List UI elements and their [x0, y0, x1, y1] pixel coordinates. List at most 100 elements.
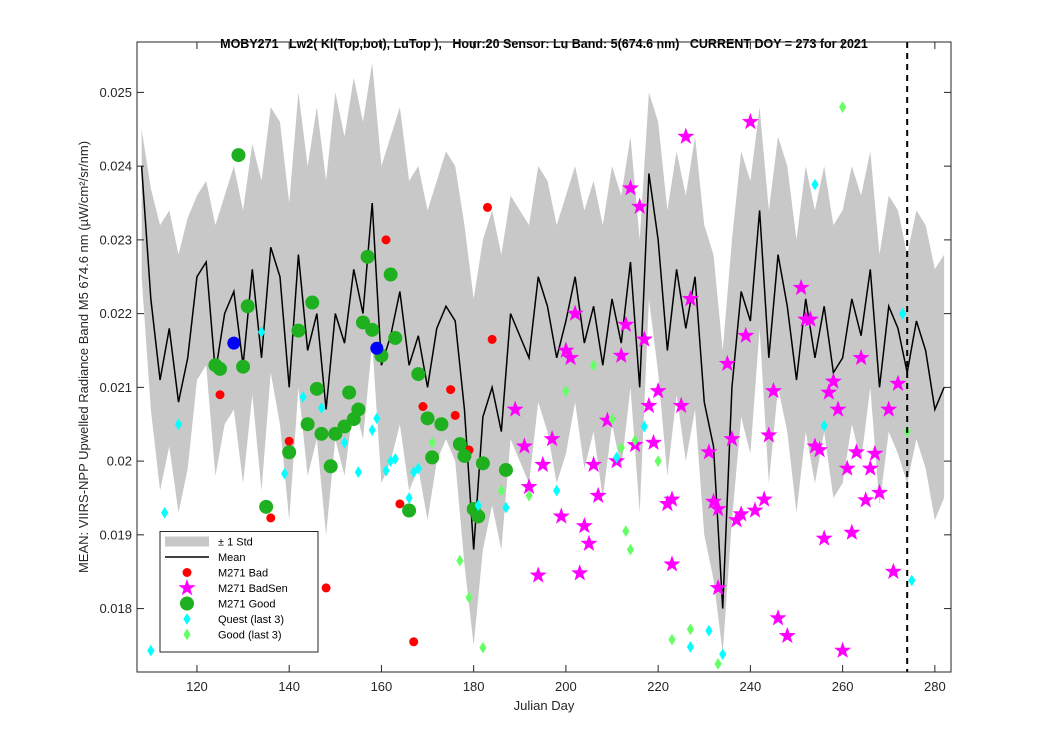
x-tick-label: 240: [740, 679, 762, 694]
x-tick-label: 200: [555, 679, 577, 694]
star-marker: [718, 354, 736, 371]
diamond-marker: [525, 489, 533, 502]
x-tick-label: 180: [463, 679, 485, 694]
legend-marker: [183, 613, 191, 625]
diamond-marker: [686, 623, 695, 636]
diamond-marker: [474, 499, 482, 512]
diamond-marker: [428, 436, 436, 449]
diamond-marker: [640, 420, 648, 433]
diamond-marker: [299, 391, 307, 403]
diamond-marker: [147, 644, 155, 657]
diamond-marker: [317, 402, 326, 414]
circle-marker: [309, 381, 324, 396]
y-tick-label: 0.021: [99, 380, 132, 395]
circle-marker: [259, 499, 274, 514]
star-marker: [871, 483, 889, 501]
star-marker: [824, 372, 842, 389]
diamond-marker: [368, 424, 376, 436]
legend-label: Quest (last 3): [218, 614, 284, 626]
legend-swatch: [165, 536, 209, 547]
y-axis-label: MEAN: VIIRS-NPP Upwelled Radiance Band M…: [76, 141, 91, 573]
star-marker: [843, 523, 861, 540]
legend-label: M271 Bad: [218, 568, 268, 580]
circle-marker: [291, 323, 306, 338]
circle-marker: [215, 390, 225, 400]
circle-marker: [418, 402, 428, 412]
star-marker: [811, 441, 829, 458]
circle-marker: [402, 503, 417, 518]
circle-marker: [381, 235, 391, 245]
axes-box: [136, 41, 952, 673]
legend-marker: [180, 596, 194, 611]
diamond-marker: [497, 484, 505, 497]
diamond-marker: [613, 451, 621, 464]
y-tick-label: 0.023: [99, 232, 132, 247]
star-marker: [589, 486, 607, 503]
star-marker: [566, 304, 584, 321]
diamond-marker: [405, 492, 413, 504]
diamond-marker: [414, 462, 422, 475]
star-marker: [663, 490, 681, 507]
circle-marker: [420, 411, 435, 426]
circle-marker: [231, 148, 246, 163]
diamond-marker: [705, 624, 713, 637]
star-marker: [658, 494, 676, 512]
diamond-marker: [479, 641, 487, 654]
y-tick-label: 0.025: [99, 85, 132, 100]
circle-marker: [351, 402, 366, 417]
y-tick-label: 0.019: [99, 527, 132, 542]
star-marker: [663, 555, 681, 572]
diamond-marker: [719, 648, 727, 661]
circle-marker: [300, 417, 315, 432]
star-marker: [847, 443, 865, 460]
circle-marker: [450, 410, 460, 420]
chart-title: MOBY271 Lw2( Kl(Top,bot), LuTop ), Hour:…: [220, 37, 868, 51]
star-marker: [529, 566, 547, 583]
star-marker: [838, 459, 856, 476]
diamond-marker: [562, 385, 570, 397]
circle-marker: [305, 295, 320, 310]
star-marker: [543, 430, 561, 447]
diamond-marker: [622, 525, 630, 538]
star-marker: [801, 310, 819, 327]
star-marker: [732, 505, 750, 522]
y-tick-label: 0.018: [99, 601, 132, 616]
star-marker: [820, 383, 838, 400]
star-marker: [649, 382, 667, 399]
legend-label: Good (last 3): [218, 630, 282, 642]
legend-marker: [183, 628, 191, 641]
circle-marker: [282, 445, 297, 460]
circle-marker: [452, 437, 467, 452]
star-marker: [866, 444, 884, 461]
star-marker: [709, 500, 727, 517]
diamond-marker: [626, 543, 635, 556]
diamond-marker: [686, 641, 695, 653]
star-marker: [792, 278, 810, 296]
star-marker: [506, 400, 524, 417]
star-marker: [580, 534, 598, 551]
x-tick-label: 160: [371, 679, 393, 694]
star-marker: [645, 433, 663, 450]
diamond-marker: [617, 441, 625, 454]
circle-marker: [360, 249, 375, 264]
diamond-marker: [280, 467, 289, 480]
star-marker: [520, 477, 538, 495]
circle-marker: [227, 336, 241, 350]
star-marker: [723, 430, 741, 447]
legend: ± 1 Std Mean M271 Bad M271 BadSen M271 Good Q…: [159, 531, 319, 653]
circle-marker: [323, 459, 338, 474]
star-marker: [709, 578, 727, 596]
diamond-marker: [391, 453, 399, 465]
star-marker: [557, 341, 575, 358]
diamond-marker: [608, 413, 616, 425]
circle-marker: [321, 583, 331, 593]
star-marker: [575, 517, 593, 534]
star-marker: [737, 326, 755, 343]
diamond-marker: [898, 307, 907, 320]
circle-marker: [457, 448, 472, 463]
star-marker: [815, 529, 833, 546]
star-marker: [852, 348, 870, 366]
y-tick-label: 0.022: [99, 306, 132, 321]
circle-marker: [498, 462, 513, 477]
diamond-marker: [340, 436, 349, 449]
